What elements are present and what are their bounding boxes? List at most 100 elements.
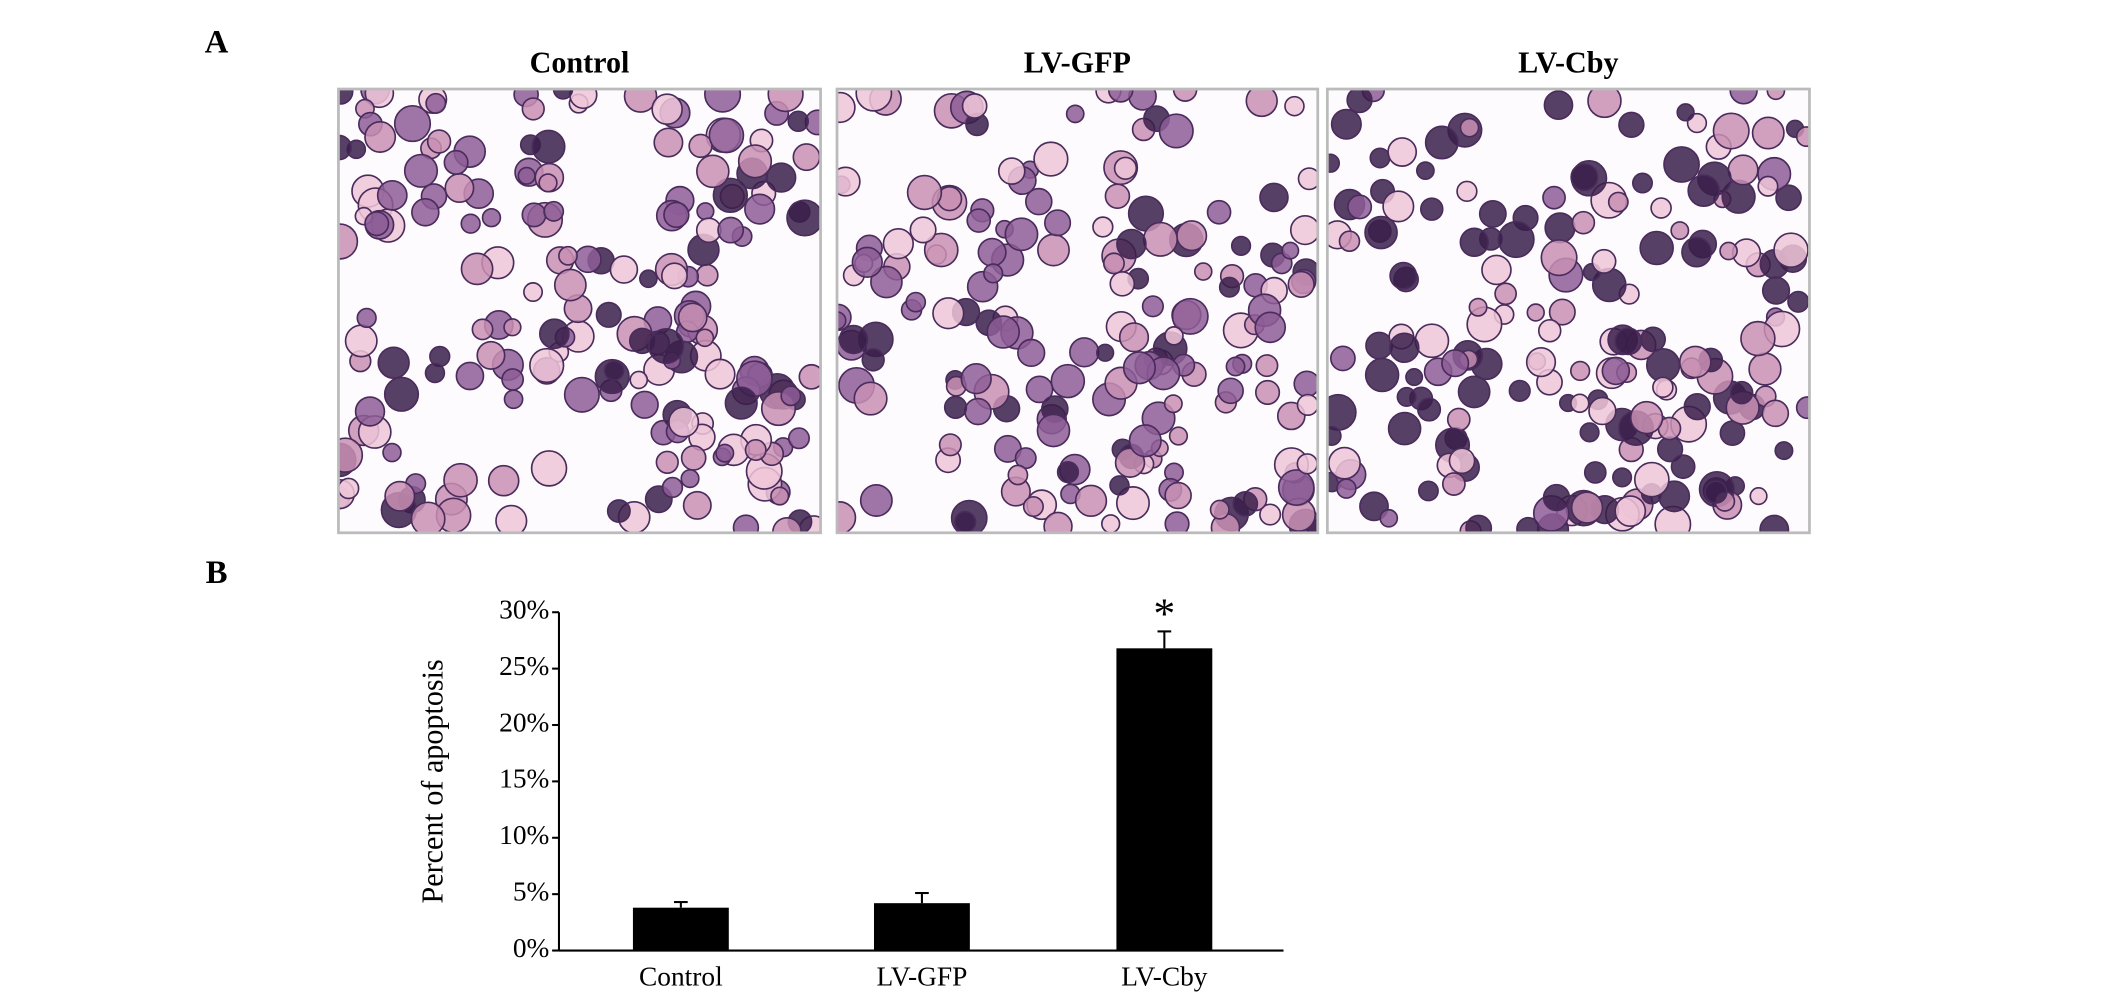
cell xyxy=(1396,386,1417,407)
cell xyxy=(1141,295,1165,318)
cell xyxy=(1327,153,1341,173)
cell xyxy=(1284,95,1305,117)
cell xyxy=(1629,400,1664,435)
cell xyxy=(1293,370,1318,398)
cell xyxy=(1065,104,1085,124)
cell xyxy=(744,438,767,462)
cell xyxy=(1405,368,1424,387)
micrograph xyxy=(1325,87,1811,535)
cell xyxy=(460,252,494,286)
cell xyxy=(1773,232,1809,268)
cell xyxy=(661,476,684,499)
panel-label: A xyxy=(205,25,229,61)
cell xyxy=(1217,377,1244,405)
cell xyxy=(553,268,587,302)
cell xyxy=(1043,511,1073,533)
cells xyxy=(1327,89,1810,533)
cell xyxy=(1650,197,1672,219)
cell xyxy=(383,376,420,412)
cell xyxy=(356,307,377,329)
cell xyxy=(1225,356,1246,377)
cell xyxy=(765,162,797,193)
bar xyxy=(632,907,729,951)
cell xyxy=(938,433,962,457)
cell xyxy=(905,291,927,313)
cell xyxy=(1007,464,1029,486)
cell xyxy=(906,174,943,211)
cell xyxy=(338,437,364,473)
cells xyxy=(837,89,1318,533)
y-tick-label: 25% xyxy=(499,651,549,681)
cell xyxy=(455,361,485,391)
cell xyxy=(1043,209,1072,237)
cell xyxy=(1441,349,1470,378)
cell xyxy=(1633,461,1670,498)
cell xyxy=(574,245,602,274)
cell xyxy=(1639,230,1674,266)
cell xyxy=(1751,116,1785,150)
cell xyxy=(1727,154,1759,186)
cell xyxy=(1749,487,1768,506)
cell xyxy=(1142,221,1179,257)
cell xyxy=(787,110,810,133)
cell xyxy=(1364,215,1398,250)
cell xyxy=(1424,125,1459,160)
cell xyxy=(1128,89,1157,111)
cell xyxy=(1570,491,1604,524)
cell xyxy=(1441,472,1466,496)
cell xyxy=(1548,298,1576,326)
cell xyxy=(954,510,977,533)
cell xyxy=(1457,375,1491,409)
cell xyxy=(1330,108,1362,140)
cell xyxy=(630,390,659,419)
cell xyxy=(531,129,566,164)
cell xyxy=(1456,180,1478,203)
cell xyxy=(1757,175,1779,197)
cell xyxy=(1569,360,1591,382)
cell xyxy=(1163,394,1183,414)
cell xyxy=(732,514,760,533)
cell xyxy=(1277,469,1315,506)
cell xyxy=(1787,290,1810,313)
cell xyxy=(384,480,416,512)
cell xyxy=(1670,454,1696,480)
cell xyxy=(1109,475,1130,496)
cell xyxy=(1289,214,1318,246)
cell xyxy=(606,499,631,524)
cell xyxy=(1740,320,1776,357)
cell xyxy=(1588,396,1617,426)
cell xyxy=(1281,241,1300,260)
cell xyxy=(1037,233,1070,267)
cell xyxy=(1687,174,1720,207)
cell xyxy=(855,89,893,112)
cell xyxy=(960,362,992,395)
cell xyxy=(1364,357,1400,393)
cell xyxy=(1050,363,1086,399)
cell xyxy=(851,246,883,278)
cell xyxy=(460,213,481,234)
cell xyxy=(653,127,684,158)
cell xyxy=(1382,190,1415,223)
cell xyxy=(1069,337,1100,368)
cell xyxy=(344,324,378,358)
cell xyxy=(1446,407,1471,432)
cell xyxy=(837,501,857,533)
cell xyxy=(651,93,683,126)
cell xyxy=(1448,447,1476,475)
cell xyxy=(1004,217,1039,252)
cell xyxy=(1478,199,1507,228)
cell xyxy=(1114,447,1146,478)
cell xyxy=(786,199,821,237)
cell xyxy=(543,200,565,222)
cell xyxy=(1417,397,1442,422)
cell xyxy=(1459,117,1480,138)
annotation: * xyxy=(1153,590,1175,638)
cell xyxy=(1570,163,1599,192)
cell xyxy=(1544,212,1576,244)
cell xyxy=(1387,411,1422,446)
cell xyxy=(1296,393,1318,417)
cell xyxy=(724,386,758,420)
cell xyxy=(1168,426,1189,446)
cells xyxy=(338,89,821,533)
cell xyxy=(558,245,578,266)
